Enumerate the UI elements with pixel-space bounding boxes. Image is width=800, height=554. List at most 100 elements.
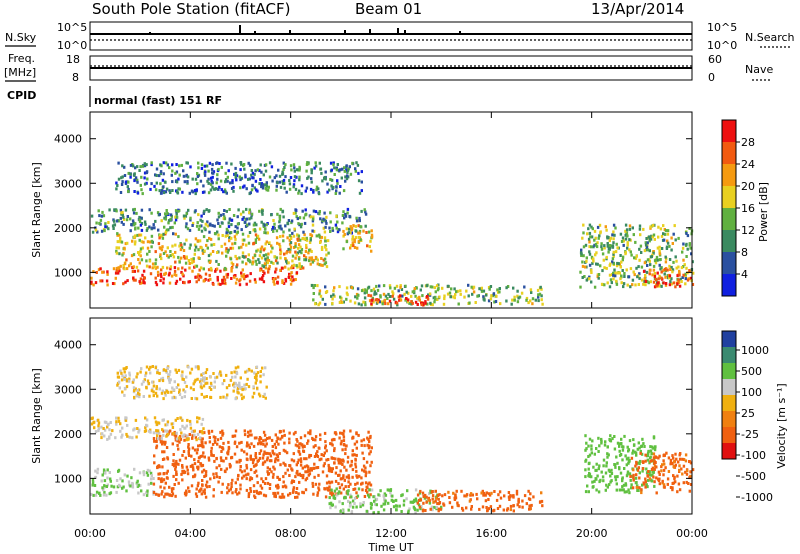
velocity-cell <box>645 483 648 487</box>
power-cell <box>286 222 290 226</box>
velocity-cell <box>670 461 673 465</box>
velocity-cell <box>236 383 239 387</box>
power-cell <box>284 279 288 283</box>
velocity-cell <box>433 505 436 509</box>
velocity-cell <box>234 375 237 379</box>
power-cell <box>499 302 502 306</box>
velocity-cell <box>600 470 603 474</box>
power-cell <box>291 254 295 258</box>
velocity-cell <box>419 507 422 511</box>
power-cell <box>120 211 123 215</box>
velocity-cell <box>183 395 186 399</box>
velocity-cell <box>135 435 138 439</box>
velocity-cell <box>174 396 177 400</box>
velocity-cell <box>274 491 277 495</box>
power-cell <box>278 180 281 184</box>
power-cell <box>160 268 163 272</box>
velocity-cell <box>165 471 168 475</box>
power-cell <box>665 245 669 249</box>
velocity-cell <box>353 442 357 446</box>
power-cell <box>312 258 316 262</box>
power-cell <box>513 298 516 302</box>
velocity-cell <box>290 458 294 462</box>
power-cell <box>288 179 291 182</box>
velocity-cell <box>227 440 230 444</box>
velocity-cell <box>604 471 608 475</box>
velocity-cell <box>325 458 328 462</box>
power-cell <box>310 180 313 184</box>
power-cell <box>370 235 374 239</box>
velocity-cell <box>272 465 275 469</box>
velocity-cell <box>309 454 313 457</box>
power-cell <box>116 240 119 244</box>
velocity-cell <box>661 481 664 485</box>
power-cell <box>265 181 268 185</box>
power-cell <box>171 189 174 192</box>
power-cell <box>358 229 362 233</box>
velocity-cell <box>314 438 317 442</box>
velocity-cell <box>252 484 256 488</box>
power-cell <box>666 268 669 272</box>
power-cell <box>227 169 230 173</box>
power-cell <box>675 259 678 263</box>
velocity-cell <box>245 382 248 386</box>
velocity-cell <box>262 442 265 446</box>
velocity-cell <box>178 458 182 462</box>
velocity-cell <box>632 476 635 480</box>
velocity-cell <box>245 452 249 456</box>
power-cell <box>97 268 101 272</box>
velocity-cell <box>332 492 335 496</box>
velocity-cell <box>198 416 201 420</box>
power-cell <box>644 283 647 287</box>
velocity-cell <box>115 422 118 426</box>
power-cell <box>95 271 98 274</box>
power-cell <box>318 292 321 296</box>
velocity-cell <box>191 463 194 467</box>
velocity-cell <box>194 365 198 369</box>
velocity-cell <box>216 438 220 442</box>
power-cell <box>142 278 145 282</box>
power-cell <box>229 246 232 250</box>
velocity-cell <box>312 492 315 496</box>
velocity-cell <box>259 370 262 373</box>
velocity-cell <box>292 452 295 456</box>
power-cell <box>534 298 537 302</box>
velocity-cell <box>424 509 427 512</box>
time-ticks: 00:00 04:00 08:00 12:00 16:00 20:00 00:00 <box>74 112 708 540</box>
velocity-cell <box>91 478 95 482</box>
power-cell <box>321 263 324 267</box>
power-cell <box>305 243 308 247</box>
power-cell <box>325 221 328 225</box>
velocity-cell <box>281 434 284 438</box>
velocity-cell <box>527 497 531 501</box>
velocity-cell <box>587 444 590 448</box>
velocity-cell <box>264 444 267 448</box>
power-cell <box>350 286 353 289</box>
power-cell <box>271 179 274 183</box>
velocity-cell <box>233 452 237 456</box>
power-cell <box>334 192 337 195</box>
velocity-cell <box>168 485 171 489</box>
velocity-cell <box>408 507 411 511</box>
velocity-cell <box>249 429 252 433</box>
power-cell <box>590 245 593 249</box>
power-cell <box>310 256 314 260</box>
power-cell <box>131 219 135 223</box>
velocity-cell <box>124 367 127 371</box>
power-cell <box>322 258 325 262</box>
power-cell <box>211 185 214 189</box>
power-cell <box>245 262 248 266</box>
power-cell <box>165 209 168 212</box>
velocity-cell <box>170 390 173 394</box>
velocity-cell <box>362 501 365 504</box>
power-cell <box>624 223 628 227</box>
power-cell <box>498 287 501 290</box>
power-cell <box>292 211 296 215</box>
velocity-cell <box>276 475 279 479</box>
power-cell <box>194 177 198 181</box>
power-cell <box>419 288 422 292</box>
power-cell <box>188 191 191 195</box>
power-cell <box>638 272 641 276</box>
power-colorbar-swatch <box>722 164 736 186</box>
velocity-cell <box>156 465 159 469</box>
